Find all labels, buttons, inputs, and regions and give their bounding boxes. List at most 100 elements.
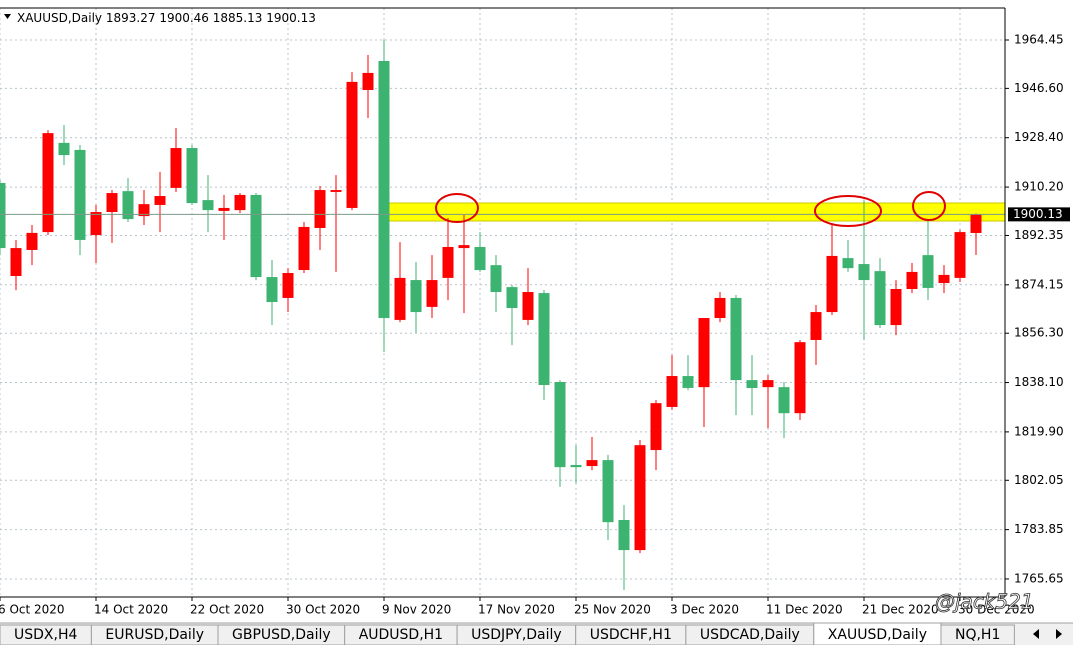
candle-body <box>698 318 710 388</box>
tab-label[interactable]: USDX,H4 <box>14 627 77 643</box>
tab-label[interactable]: NQ,H1 <box>955 627 1000 643</box>
x-tick-label: 30 Oct 2020 <box>286 603 360 617</box>
candle-body <box>90 212 102 236</box>
x-tick-label: 17 Nov 2020 <box>478 603 555 617</box>
candle-body <box>10 248 22 276</box>
candle-body <box>538 293 550 385</box>
x-tick-label: 9 Nov 2020 <box>382 603 451 617</box>
candle-body <box>778 387 790 414</box>
x-tick-label: 11 Dec 2020 <box>766 603 843 617</box>
candle-body <box>282 273 294 298</box>
candle-body <box>74 149 86 240</box>
candle-body <box>186 148 198 204</box>
candle-body <box>250 194 262 278</box>
close-value: 1900.13 <box>266 11 316 25</box>
tab[interactable]: USDJPY,Daily <box>456 624 577 646</box>
candle-body <box>522 291 534 320</box>
candle-body <box>490 265 502 292</box>
tab[interactable]: XAUUSD,Daily <box>813 622 942 646</box>
x-tick-label: 6 Oct 2020 <box>0 603 65 617</box>
candle-body <box>458 245 470 249</box>
x-tick-label: 30 Dec 2020 <box>958 603 1035 617</box>
candle-body <box>890 289 902 326</box>
y-tick-label: 1819.90 <box>1014 424 1064 438</box>
candle-body <box>394 277 406 320</box>
candle-body <box>362 72 374 91</box>
candle-body <box>762 380 774 388</box>
watermark: @jack521 <box>935 590 1034 614</box>
tabs: USDX,H4 EURUSD,Daily GBPUSD,Daily AUDUSD,H1… <box>0 622 1015 646</box>
y-tick-label: 1892.35 <box>1014 228 1064 242</box>
candle-body <box>634 445 646 551</box>
x-tick-label: 14 Oct 2020 <box>94 603 168 617</box>
candle-body <box>0 183 6 249</box>
candle-body <box>442 246 454 278</box>
scroll-left[interactable] <box>1033 629 1039 639</box>
grid <box>0 8 1005 597</box>
candle-body <box>842 258 854 269</box>
y-tick-label: 1838.10 <box>1014 375 1064 389</box>
candle-body <box>826 255 838 313</box>
tab[interactable]: USDX,H4 <box>0 624 92 646</box>
candle-body <box>346 81 358 208</box>
tab-label[interactable]: XAUUSD,Daily <box>828 627 927 643</box>
candle-body <box>570 464 582 468</box>
candle-body <box>426 280 438 307</box>
candle-body <box>138 204 150 217</box>
candle-body <box>410 280 422 313</box>
candle-body <box>714 297 726 319</box>
y-tick-label: 1765.65 <box>1014 571 1064 585</box>
y-tick-label: 1802.05 <box>1014 473 1064 487</box>
candle-body <box>794 342 806 414</box>
candle-body <box>922 255 934 288</box>
candle-body <box>330 190 342 192</box>
tab[interactable]: USDCHF,H1 <box>575 624 687 646</box>
candle-body <box>586 460 598 467</box>
candle-body <box>378 61 390 319</box>
candle-body <box>26 232 38 250</box>
circle-marker <box>814 195 882 227</box>
tab-label[interactable]: AUDUSD,H1 <box>359 627 443 643</box>
tab[interactable]: EURUSD,Daily <box>90 624 219 646</box>
tab-label[interactable]: USDJPY,Daily <box>471 627 562 643</box>
candle-body <box>314 190 326 229</box>
candle-body <box>810 312 822 340</box>
price-label: 1900.13 <box>1013 207 1063 221</box>
candle-body <box>506 287 518 308</box>
candles <box>0 39 1005 590</box>
y-tick-label: 1946.60 <box>1014 81 1064 95</box>
tab-label[interactable]: GBPUSD,Daily <box>232 627 331 643</box>
chart-header: XAUUSD,Daily 1893.27 1900.46 1885.13 190… <box>17 11 316 25</box>
tab[interactable]: AUDUSD,H1 <box>344 624 458 646</box>
y-tick-label: 1783.85 <box>1014 522 1064 536</box>
tab[interactable]: USDCAD,Daily <box>685 624 815 646</box>
candle-body <box>618 520 630 551</box>
y-tick-label: 1856.30 <box>1014 326 1064 340</box>
candle-body <box>650 403 662 451</box>
candle-body <box>234 194 246 211</box>
y-tick-label: 1964.45 <box>1014 32 1064 46</box>
tab-label[interactable]: EURUSD,Daily <box>105 627 204 643</box>
menu-triangle[interactable] <box>4 14 11 19</box>
candle-body <box>154 196 166 205</box>
low-value: 1885.13 <box>213 11 263 25</box>
scroll-right[interactable] <box>1056 629 1062 639</box>
candle-body <box>666 376 678 407</box>
candle-body <box>122 191 134 220</box>
high-value: 1900.46 <box>159 11 209 25</box>
tab-label[interactable]: USDCHF,H1 <box>590 627 672 643</box>
candle-body <box>874 271 886 326</box>
candle-body <box>202 200 214 211</box>
tab-label[interactable]: USDCAD,Daily <box>700 627 800 643</box>
price-label-box <box>1008 207 1070 222</box>
tab[interactable]: GBPUSD,Daily <box>217 624 346 646</box>
candle-body <box>554 382 566 468</box>
candle-body <box>730 297 742 381</box>
tab[interactable]: NQ,H1 <box>940 624 1015 646</box>
x-tick-label: 3 Dec 2020 <box>670 603 739 617</box>
candle-body <box>858 264 870 281</box>
candle-body <box>106 193 118 213</box>
open-value: 1893.27 <box>106 11 156 25</box>
